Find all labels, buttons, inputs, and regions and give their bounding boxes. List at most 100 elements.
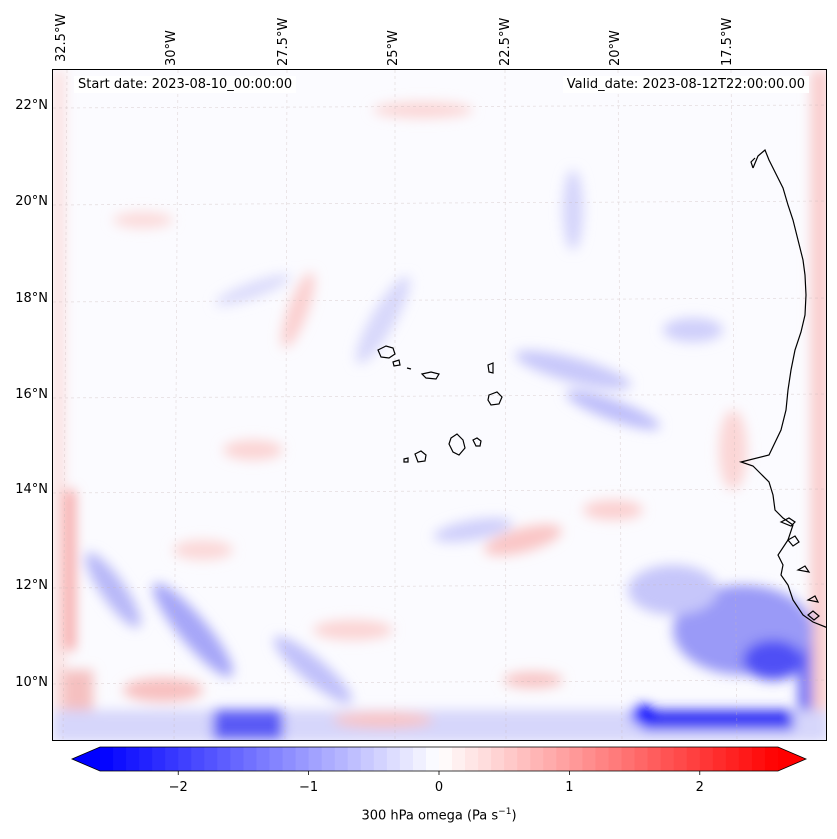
colorbar-segment <box>595 747 610 771</box>
lat-label-22n: 22°N <box>15 98 48 113</box>
colorbar-segment <box>699 747 714 771</box>
colorbar-segment <box>100 747 114 771</box>
colorbar <box>70 746 808 775</box>
gridlines <box>53 70 826 740</box>
colorbar-segment <box>647 747 662 771</box>
africa-coastline <box>738 148 826 628</box>
island-santa-luzia <box>406 367 412 370</box>
meridian-line <box>504 70 507 740</box>
colorbar-label: 300 hPa omega (Pa s−1) <box>100 807 778 823</box>
colorbar-segment <box>608 747 623 771</box>
colorbar-segment <box>230 747 245 771</box>
coast-detail <box>796 565 811 573</box>
colorbar-outline <box>70 746 808 772</box>
colorbar-segment <box>178 747 192 771</box>
meridian-line <box>173 70 179 740</box>
colorbar-tick-label: 2 <box>695 780 704 795</box>
lon-label-22-5w: 22.5°W <box>498 17 513 66</box>
colorbar-label-close: ) <box>511 808 517 824</box>
colorbar-segment <box>152 747 166 771</box>
lat-label-16n: 16°N <box>15 387 48 402</box>
lon-label-27-5w: 27.5°W <box>276 17 291 66</box>
colorbar-segment <box>282 747 297 771</box>
meridian-line <box>617 70 623 740</box>
parallel-line <box>53 393 826 399</box>
colorbar-segment <box>764 747 779 771</box>
lon-label-25w: 25°W <box>386 30 401 66</box>
field-patch <box>628 565 718 615</box>
lat-label-12n: 12°N <box>15 578 48 593</box>
colorbar-segment <box>139 747 153 771</box>
colorbar-segment <box>530 747 544 771</box>
coast-detail <box>807 610 820 621</box>
colorbar-segment <box>725 747 740 771</box>
field-patch <box>313 620 393 640</box>
meridian-line <box>62 70 68 740</box>
field-patch <box>719 410 747 490</box>
field-patch <box>53 70 65 740</box>
colorbar-segment <box>673 747 688 771</box>
start-date-label: Start date: 2023-08-10_00:00:00 <box>74 76 297 93</box>
field-patch <box>333 712 433 728</box>
field-patch <box>811 70 826 740</box>
colorbar-segment <box>543 747 557 771</box>
lon-label-20w: 20°W <box>608 30 623 66</box>
parallel-line <box>53 297 826 303</box>
colorbar-segment <box>113 747 127 771</box>
omega-field <box>53 70 826 740</box>
colorbar-label-exponent: −1 <box>498 807 512 817</box>
colorbar-tick-label: −1 <box>299 780 319 795</box>
colorbar-segment <box>660 747 675 771</box>
field-patch <box>514 350 632 390</box>
island-sal <box>487 362 494 374</box>
coast-detail <box>806 595 820 603</box>
colorbar-segment <box>478 747 492 771</box>
field-patch <box>663 318 723 342</box>
colorbar-tick-label: −2 <box>168 780 188 795</box>
colorbar-segment <box>738 747 753 771</box>
colorbar-segment <box>373 747 388 771</box>
colorbar-segment <box>634 747 649 771</box>
field-patch <box>152 583 234 677</box>
lon-label-30w: 30°W <box>164 30 179 66</box>
africa-coastline <box>750 157 756 169</box>
colorbar-segment <box>517 747 531 771</box>
colorbar-segments <box>72 747 806 775</box>
island-maio <box>472 437 482 447</box>
meridian-line <box>730 70 738 740</box>
colorbar-segment <box>360 747 375 771</box>
field-patch <box>583 500 643 520</box>
field-patch <box>273 636 353 704</box>
colorbar-segment <box>425 747 440 771</box>
colorbar-segment <box>334 747 349 771</box>
field-patch <box>223 440 283 460</box>
colorbar-segment <box>465 747 479 771</box>
island-fogo <box>414 450 427 463</box>
field-patch <box>433 517 513 543</box>
coastline <box>377 148 826 628</box>
coast-detail <box>779 517 796 527</box>
lat-label-10n: 10°N <box>15 675 48 690</box>
field-patch <box>484 524 562 556</box>
field-patch <box>373 102 473 118</box>
lon-label-17-5w: 17.5°W <box>720 17 735 66</box>
field-patch <box>743 640 803 680</box>
lat-label-14n: 14°N <box>15 482 48 497</box>
island-brava <box>403 457 409 463</box>
field-patch <box>355 276 411 364</box>
colorbar-segment <box>295 747 310 771</box>
parallel-line <box>53 488 826 494</box>
omega-field-map <box>53 70 826 740</box>
parallel-line <box>53 200 826 206</box>
island-boa-vista <box>487 391 503 406</box>
field-patch <box>643 710 793 730</box>
meridian-line <box>284 70 288 740</box>
colorbar-segment <box>439 747 453 771</box>
map-panel <box>52 69 827 741</box>
colorbar-segment <box>217 747 231 771</box>
colorbar-segment <box>412 747 427 771</box>
colorbar-segment <box>321 747 336 771</box>
lat-label-18n: 18°N <box>15 291 48 306</box>
island-sao-vicente <box>392 359 401 367</box>
colorbar-segment <box>269 747 284 771</box>
